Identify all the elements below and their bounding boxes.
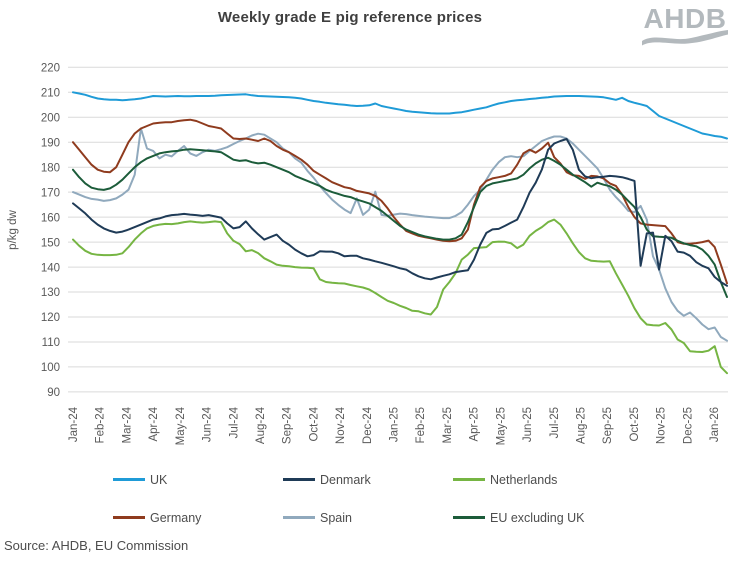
legend-swatch-icon xyxy=(453,516,485,519)
x-tick-label: Apr-25 xyxy=(469,407,481,442)
legend-swatch-icon xyxy=(283,516,315,519)
x-tick-label: Mar-25 xyxy=(442,407,454,443)
x-tick-label: Jan-25 xyxy=(389,407,401,442)
x-tick-label: May-24 xyxy=(175,406,187,445)
y-tick-label: 150 xyxy=(41,237,60,249)
x-tick-label: Sep-24 xyxy=(282,406,294,444)
x-tick-label: Feb-24 xyxy=(95,406,107,443)
ahdb-logo-swoosh-icon xyxy=(642,30,728,46)
x-tick-label: Nov-25 xyxy=(656,407,668,444)
legend-label: Germany xyxy=(150,510,202,525)
x-tick-label: Jun-25 xyxy=(522,407,534,442)
ahdb-logo-text: AHDB xyxy=(643,3,727,34)
y-tick-label: 120 xyxy=(41,312,60,324)
x-tick-label: Oct-25 xyxy=(629,407,641,442)
x-tick-label: Feb-25 xyxy=(415,407,427,443)
x-tick-label: Nov-24 xyxy=(335,406,347,444)
series-line-germany xyxy=(72,118,728,285)
x-tick-label: Jan-26 xyxy=(709,407,721,442)
y-tick-label: 200 xyxy=(41,112,60,124)
legend-swatch-icon xyxy=(113,478,145,481)
legend-item-netherlands: Netherlands xyxy=(453,468,673,491)
legend-item-germany: Germany xyxy=(113,506,283,529)
x-tick-label: May-25 xyxy=(495,407,507,445)
chart-title: Weekly grade E pig reference prices xyxy=(217,9,483,26)
x-tick-label: Aug-25 xyxy=(576,407,588,444)
ahdb-logo: AHDB xyxy=(639,4,731,47)
x-tick-label: Jan-24 xyxy=(68,406,80,442)
legend-item-denmark: Denmark xyxy=(283,468,453,491)
legend-label: EU excluding UK xyxy=(490,510,585,525)
legend-label: Denmark xyxy=(320,472,371,487)
y-tick-label: 140 xyxy=(41,262,60,274)
series-line-denmark xyxy=(72,138,728,287)
legend-label: Netherlands xyxy=(490,472,558,487)
chart-legend: UK Denmark Netherlands Germany Spain EU exclu… xyxy=(113,468,673,529)
source-note: Source: AHDB, EU Commission xyxy=(4,538,189,553)
x-tick-label: Jul-24 xyxy=(228,406,240,438)
x-tick-label: Aug-24 xyxy=(255,406,267,444)
legend-swatch-icon xyxy=(453,478,485,481)
x-tick-label: Oct-24 xyxy=(308,406,320,441)
y-tick-label: 220 xyxy=(41,63,60,75)
series-line-spain xyxy=(72,127,728,342)
y-tick-label: 130 xyxy=(41,287,60,299)
x-tick-label: Apr-24 xyxy=(148,406,160,441)
y-tick-label: 110 xyxy=(42,337,60,349)
y-tick-label: 190 xyxy=(41,137,60,149)
legend-item-spain: Spain xyxy=(283,506,453,529)
y-tick-label: 170 xyxy=(41,187,60,199)
legend-swatch-icon xyxy=(283,478,315,481)
legend-swatch-icon xyxy=(113,516,145,519)
x-tick-label: Sep-25 xyxy=(602,407,614,444)
y-tick-label: 180 xyxy=(41,162,60,174)
y-tick-label: 90 xyxy=(47,387,60,399)
y-tick-label: 210 xyxy=(41,88,60,100)
y-tick-label: 100 xyxy=(41,362,60,374)
x-tick-label: Dec-24 xyxy=(362,406,374,444)
legend-label: UK xyxy=(150,472,168,487)
x-tick-label: Dec-25 xyxy=(682,407,694,444)
x-tick-label: Jul-25 xyxy=(549,407,561,438)
series-line-eu-excluding-uk xyxy=(72,148,728,298)
y-axis-title: p/kg dw xyxy=(7,209,19,249)
legend-label: Spain xyxy=(320,510,352,525)
series-line-netherlands xyxy=(72,218,728,375)
x-tick-label: Jun-24 xyxy=(202,406,214,442)
legend-item-eu-excluding-uk: EU excluding UK xyxy=(453,506,673,529)
series-line-uk xyxy=(72,91,728,140)
y-tick-label: 160 xyxy=(41,212,60,224)
legend-item-uk: UK xyxy=(113,468,283,491)
x-tick-label: Mar-24 xyxy=(121,406,133,443)
